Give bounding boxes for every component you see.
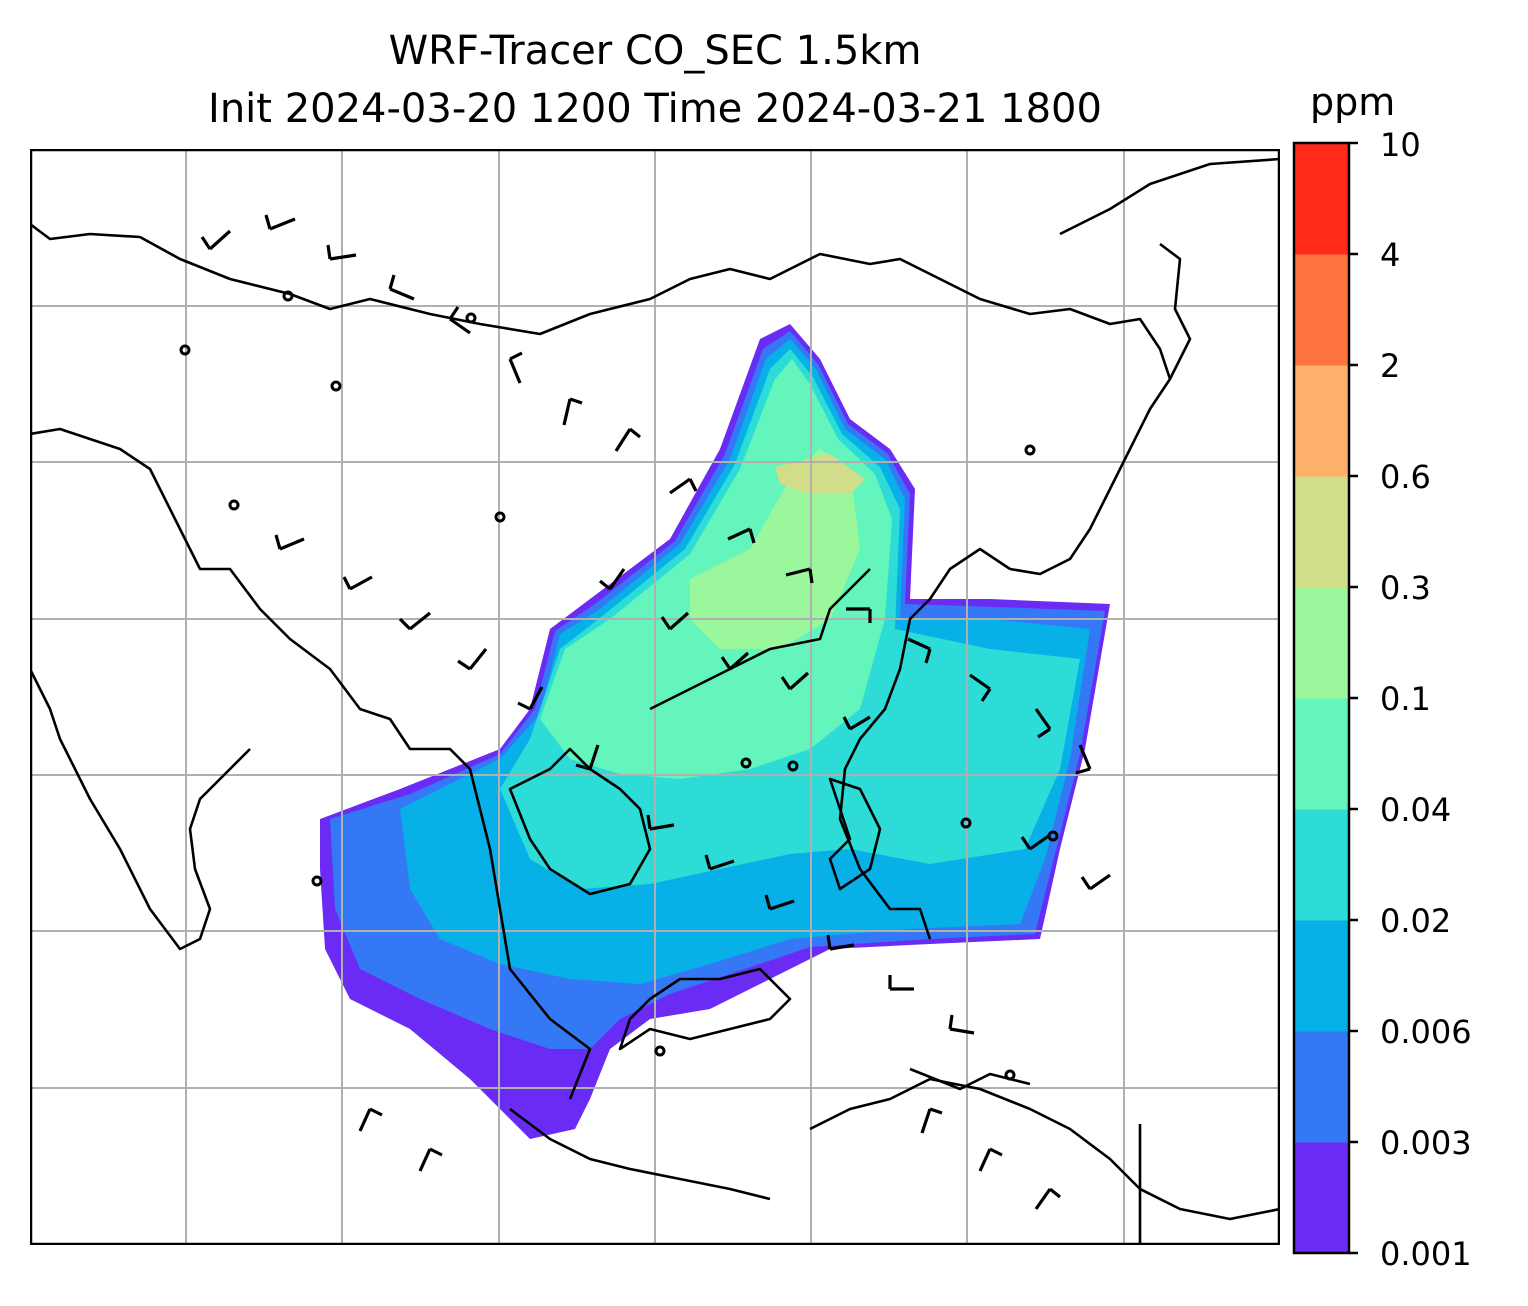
colorbar-swatch — [1294, 1142, 1349, 1254]
colorbar-swatch — [1294, 143, 1349, 255]
calm-wind-circles — [179, 290, 1059, 1081]
colorbar-unit: ppm — [1310, 80, 1396, 124]
colorbar — [1292, 141, 1358, 1255]
colorbar-tick-label: 0.1 — [1380, 680, 1431, 718]
colorbar-tick-label: 0.001 — [1380, 1235, 1472, 1273]
colorbar-tick-label: 2 — [1380, 347, 1401, 385]
coastlines — [30, 157, 1280, 1245]
map-title-line1: WRF-Tracer CO_SEC 1.5km — [388, 28, 922, 74]
colorbar-frame — [1292, 141, 1351, 1255]
colorbar-tick-label: 0.3 — [1380, 569, 1431, 607]
plume-band-0.1 — [690, 449, 860, 649]
wind-barbs — [200, 214, 1111, 1210]
colorbar-swatch — [1294, 587, 1349, 699]
colorbar-tick-label: 0.006 — [1380, 1013, 1472, 1051]
colorbar-tick-label: 4 — [1380, 236, 1401, 274]
colorbar-swatch — [1294, 920, 1349, 1032]
colorbar-tick-label: 0.04 — [1380, 791, 1452, 829]
map-frame — [30, 149, 1280, 1245]
co-tracer-plume — [320, 324, 1110, 1139]
colorbar-swatch — [1294, 809, 1349, 921]
colorbar-swatch — [1294, 365, 1349, 477]
plume-band-0.3 — [775, 454, 865, 494]
colorbar-swatch — [1294, 698, 1349, 810]
colorbar-tick-label: 0.6 — [1380, 458, 1431, 496]
colorbar-swatch — [1294, 1031, 1349, 1143]
colorbar-swatch — [1294, 476, 1349, 588]
map-title-line2: Init 2024-03-20 1200 Time 2024-03-21 180… — [208, 86, 1102, 132]
colorbar-tick-label: 10 — [1380, 126, 1421, 164]
graticule — [30, 149, 1280, 1245]
colorbar-tick-label: 0.003 — [1380, 1124, 1472, 1162]
colorbar-tick-label: 0.02 — [1380, 902, 1452, 940]
map-panel — [30, 149, 1280, 1245]
colorbar-swatch — [1294, 254, 1349, 366]
